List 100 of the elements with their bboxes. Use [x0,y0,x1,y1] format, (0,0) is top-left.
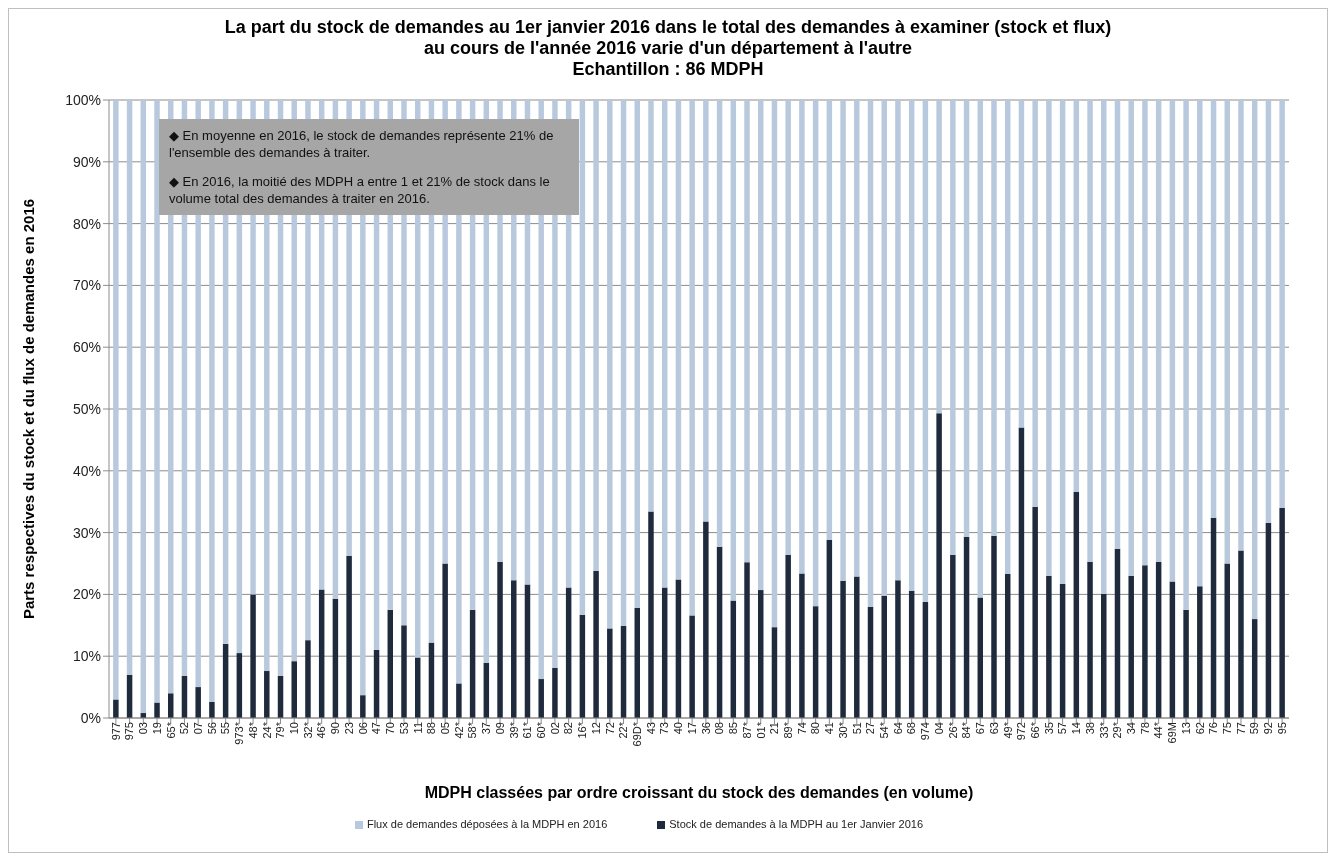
bar [620,625,627,718]
bar [305,640,311,718]
x-tick-label: 13 [1179,722,1192,735]
x-tick-label: 10 [288,722,301,735]
x-tick-label: 30* [836,721,849,739]
x-tick-label: 11 [411,722,424,734]
bar [401,625,407,718]
bar [1251,619,1258,718]
bar [908,590,915,718]
y-tick-label: 60% [72,339,101,356]
bar [1279,507,1285,718]
bar [579,614,586,718]
bar [936,100,942,414]
bar [675,579,682,718]
bar [648,100,654,512]
x-tick-label: 38 [1083,722,1096,735]
x-tick-label: 17 [685,722,698,735]
bar [785,100,791,555]
x-tick-label: 80 [809,722,822,735]
x-tick-label: 90 [329,722,342,735]
x-tick-label: 03 [137,722,150,735]
bar [730,600,737,718]
bar [963,536,970,718]
x-tick-label: 34 [1125,722,1138,735]
y-tick-label: 80% [72,215,101,232]
bar [895,580,901,718]
bar [250,594,256,718]
x-tick-label: 06 [356,722,369,735]
x-tick-label: 88 [425,722,438,735]
bar [950,554,956,718]
x-tick-label: 07 [192,722,204,735]
x-tick-label: 40 [672,722,685,735]
y-tick-label: 0% [80,709,101,726]
bar [209,701,215,718]
bar [758,100,764,591]
x-tick-label: 79* [274,721,287,739]
bar [812,606,819,718]
bar [826,540,833,718]
bar [1224,563,1230,718]
y-tick-label: 30% [72,524,101,541]
bar [826,100,833,541]
x-tick-label: 02 [548,722,561,735]
bar [840,580,846,718]
bar [1101,100,1107,594]
bar [977,597,984,718]
bar [469,609,476,718]
bar [703,521,709,718]
bar [854,100,860,577]
x-tick-label: 41 [823,722,836,735]
bar [758,590,764,718]
bar [1073,100,1080,492]
x-tick-label: 73 [658,722,671,735]
bar [360,695,366,718]
x-tick-label: 69D* [631,721,644,747]
bar [1046,575,1052,718]
bar [1155,100,1162,562]
bar [854,576,860,718]
x-tick-label: 44* [1152,721,1165,739]
x-tick-label: 95 [1275,722,1288,735]
annotation: ◆ En 2016, la moitié des MDPH a entre 1 et 21% de stock dans le volume total des demandes à traiter en 2016. [169,173,551,207]
bar [332,598,339,718]
bar [593,100,599,571]
bar [703,100,709,522]
x-tick-label: 67 [974,722,987,735]
x-tick-label: 60* [535,721,548,739]
bar [744,562,750,718]
bar [222,643,229,718]
bar [908,100,915,591]
x-tick-label: 22* [617,721,630,739]
bar [881,100,887,596]
bar [840,100,846,581]
x-tick-label: 63 [987,722,1000,735]
bar [552,667,558,718]
bar [730,100,737,601]
bar [1128,100,1134,576]
x-tick-label: 24* [260,721,273,739]
bar [524,584,531,718]
bar [346,556,352,718]
x-tick-label: 975 [123,722,136,741]
bar [236,653,243,718]
bar [113,699,119,718]
bar [716,546,723,718]
x-tick-label: 92 [1262,722,1275,735]
bar [1046,100,1052,576]
x-tick-label: 977 [109,722,122,741]
legend-label: Flux de demandes déposées à la MDPH en 2016 [366,818,608,830]
y-tick-label: 90% [72,153,101,170]
x-tick-label: 72 [603,722,616,735]
bar [991,535,997,718]
bar [963,100,970,537]
x-tick-label: 39* [507,721,520,739]
bar [511,580,517,718]
x-tick-label: 78 [1138,722,1151,735]
bar [565,587,572,718]
bar [1073,491,1080,718]
bar [140,100,147,714]
x-tick-label: 87* [740,721,753,739]
x-tick-label: 65* [164,721,177,739]
bar [812,100,819,607]
bar [922,100,929,602]
